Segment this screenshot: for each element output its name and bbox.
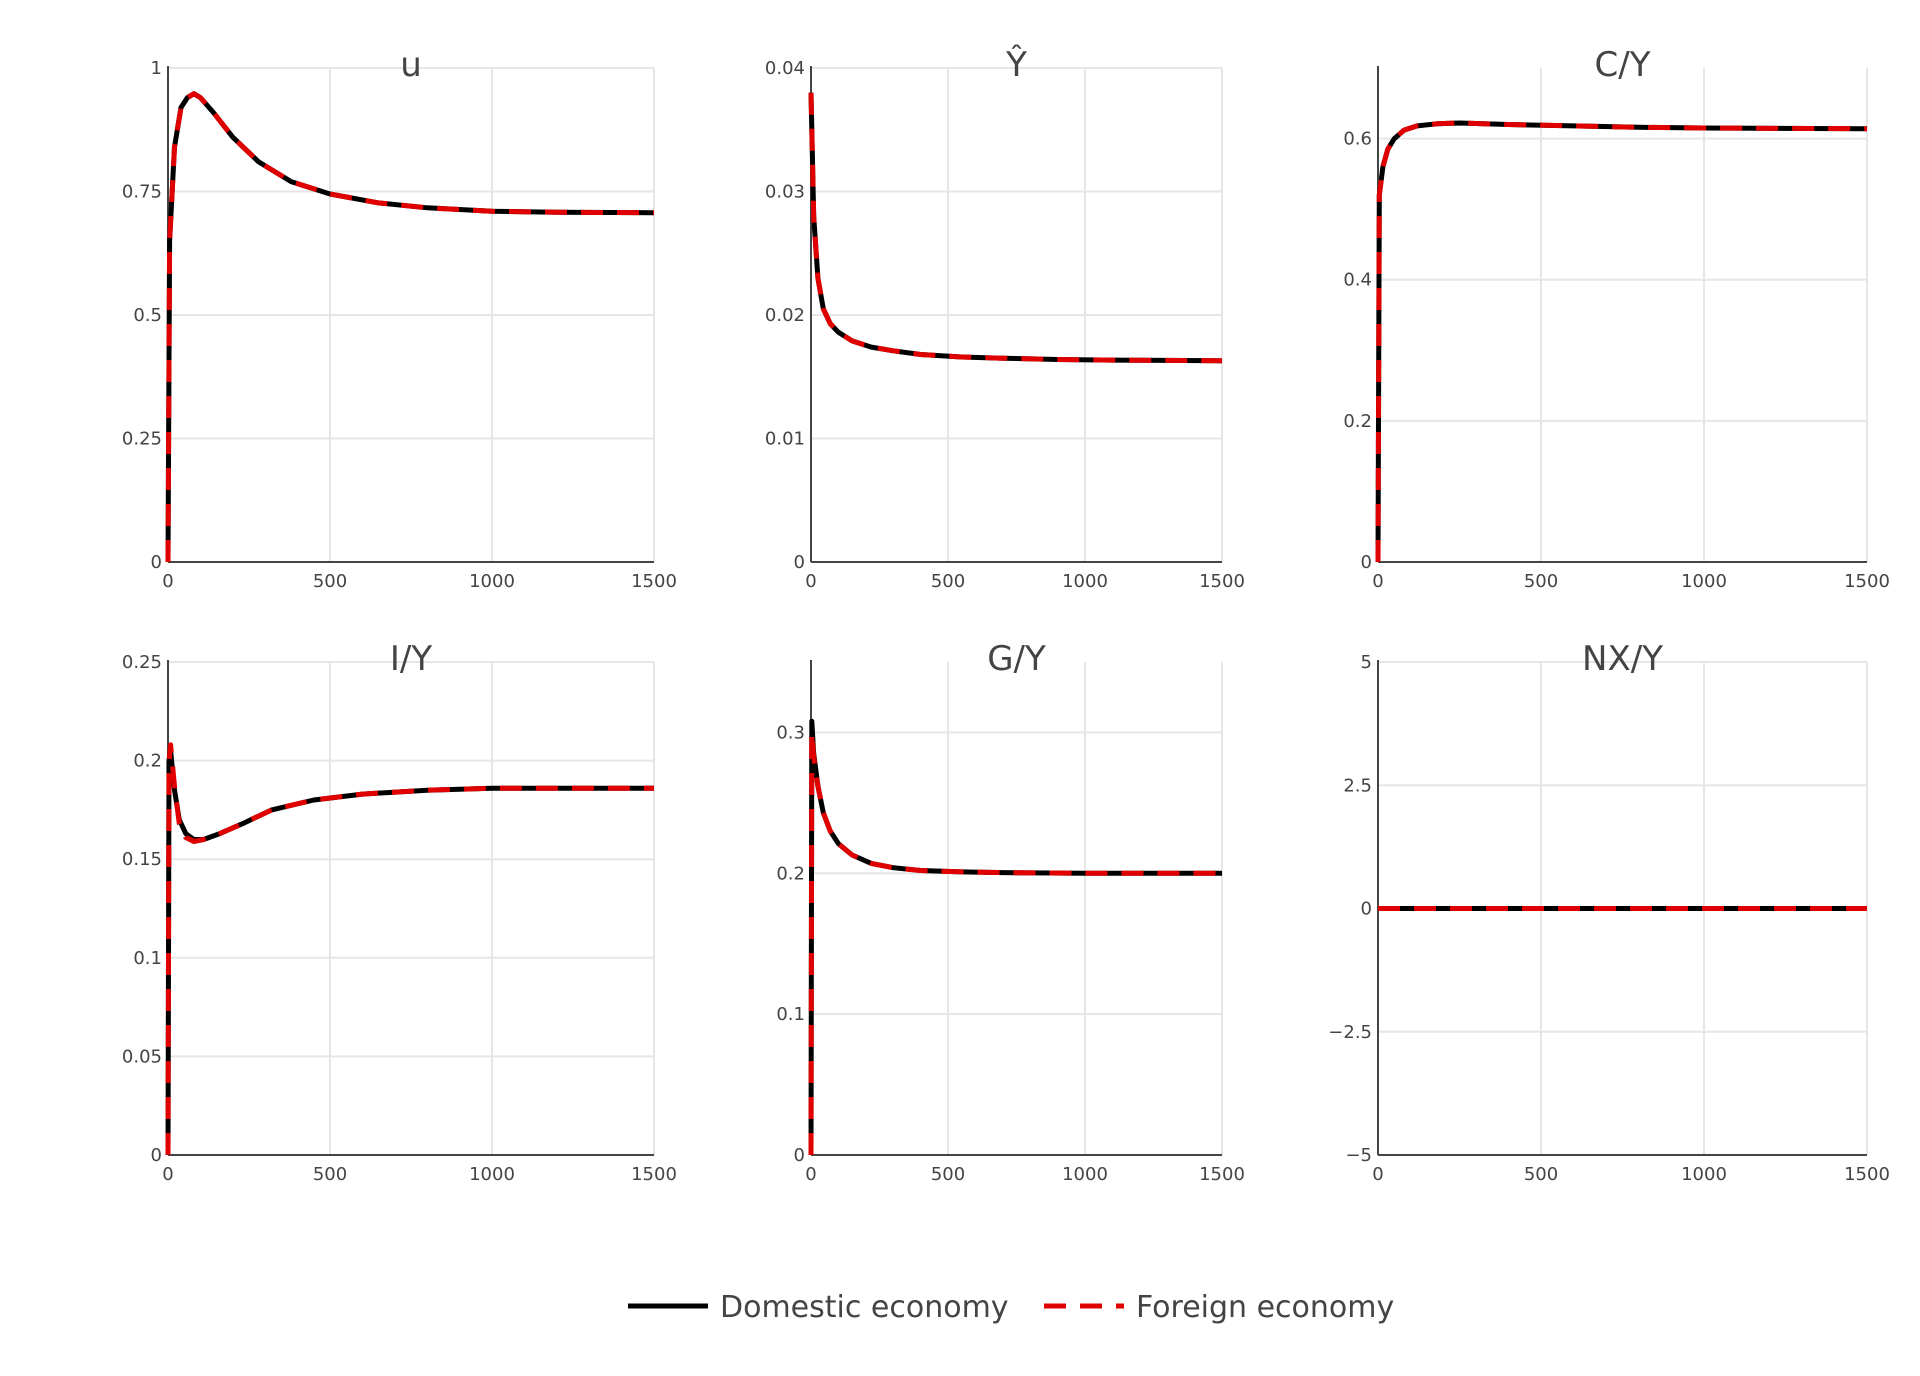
y-tick-label: 1	[151, 58, 162, 79]
panel-0: 0 0.25 0.5 0.75 1 0 500 1000 1500 u	[122, 45, 677, 592]
x-tick-label: 1500	[1199, 571, 1245, 592]
y-tick-label: 0.25	[122, 429, 162, 450]
y-tick-label: 0	[151, 1145, 162, 1166]
x-tick-label: 0	[162, 571, 173, 592]
y-tick-label: 0.04	[765, 58, 805, 79]
y-tick-label: 0.15	[122, 849, 162, 870]
panel-5: −5 −2.5 0 2.5 5 0 500 1000 1500 NX/Y	[1328, 639, 1890, 1185]
panel-title: Ŷ	[1005, 44, 1027, 85]
series-line-foreign	[808, 92, 1223, 364]
y-tick-label: 0.2	[1343, 411, 1372, 432]
x-tick-label: 0	[805, 1164, 816, 1185]
y-tick-label: 0.01	[765, 429, 805, 450]
panel-4: 0 0.1 0.2 0.3 0 500 1000 1500 G/Y	[776, 639, 1245, 1185]
series-line-domestic	[808, 92, 1223, 364]
x-tick-label: 0	[1372, 1164, 1383, 1185]
panel-title: NX/Y	[1582, 639, 1663, 679]
series-line-foreign	[165, 742, 654, 1156]
panel-title: G/Y	[987, 639, 1046, 679]
panel-title: C/Y	[1595, 45, 1651, 85]
panel-title: I/Y	[390, 639, 432, 679]
series-line-domestic	[165, 748, 654, 1156]
x-tick-label: 500	[1524, 571, 1558, 592]
legend-label-foreign: Foreign economy	[1136, 1290, 1394, 1325]
y-tick-label: 5	[1361, 652, 1372, 673]
series-line-domestic	[165, 91, 655, 563]
x-tick-label: 1500	[631, 1164, 677, 1185]
y-tick-label: 0	[794, 552, 805, 573]
panel-2: 0 0.2 0.4 0.6 0 500 1000 1500 C/Y	[1343, 45, 1890, 592]
x-tick-label: 1000	[469, 571, 515, 592]
x-tick-label: 1000	[1062, 571, 1108, 592]
y-tick-label: 0	[1361, 552, 1372, 573]
x-tick-label: 500	[931, 1164, 965, 1185]
x-tick-label: 0	[805, 571, 816, 592]
legend-label-domestic: Domestic economy	[720, 1290, 1009, 1325]
x-tick-label: 1500	[631, 571, 677, 592]
x-tick-label: 0	[162, 1164, 173, 1185]
x-tick-label: 500	[931, 571, 965, 592]
y-tick-label: 0.02	[765, 305, 805, 326]
series-line-domestic	[808, 718, 1222, 1156]
y-tick-label: 0.2	[776, 863, 805, 884]
x-tick-label: 1500	[1844, 571, 1890, 592]
y-tick-label: 0.6	[1343, 129, 1372, 150]
panel-1: 0 0.01 0.02 0.03 0.04 0 500 1000 1500 Ŷ	[765, 44, 1245, 592]
x-tick-label: 1000	[1681, 1164, 1727, 1185]
y-tick-label: 0.75	[122, 182, 162, 203]
x-tick-label: 500	[313, 1164, 347, 1185]
series-line-domestic	[1375, 120, 1868, 563]
x-tick-label: 1000	[469, 1164, 515, 1185]
y-tick-label: 0.5	[133, 305, 162, 326]
x-tick-label: 1500	[1199, 1164, 1245, 1185]
y-tick-label: 0.1	[776, 1004, 805, 1025]
series-line-foreign	[808, 729, 1222, 1156]
series-line-foreign	[165, 91, 655, 563]
x-tick-label: 500	[313, 571, 347, 592]
y-tick-label: 0.05	[122, 1046, 162, 1067]
y-tick-label: 0.03	[765, 182, 805, 203]
y-tick-label: 0	[151, 552, 162, 573]
panel-3: 0 0.05 0.1 0.15 0.2 0.25 0 500 1000 1500 I/Y	[122, 639, 677, 1185]
y-tick-label: 0.25	[122, 652, 162, 673]
y-tick-label: 0	[1361, 899, 1372, 920]
x-tick-label: 1000	[1681, 571, 1727, 592]
y-tick-label: 0.4	[1343, 270, 1372, 291]
x-tick-label: 500	[1524, 1164, 1558, 1185]
y-tick-label: 2.5	[1343, 775, 1372, 796]
y-tick-label: 0.3	[776, 722, 805, 743]
x-tick-label: 1000	[1062, 1164, 1108, 1185]
series-line-foreign	[1375, 120, 1868, 563]
y-tick-label: −5	[1345, 1145, 1372, 1166]
y-tick-label: 0	[794, 1145, 805, 1166]
y-tick-label: 0.2	[133, 751, 162, 772]
x-tick-label: 0	[1372, 571, 1383, 592]
x-tick-label: 1500	[1844, 1164, 1890, 1185]
y-tick-label: −2.5	[1328, 1022, 1372, 1043]
legend: Domestic economy Foreign economy	[628, 1290, 1394, 1325]
y-tick-label: 0.1	[133, 948, 162, 969]
panel-title: u	[400, 45, 422, 85]
